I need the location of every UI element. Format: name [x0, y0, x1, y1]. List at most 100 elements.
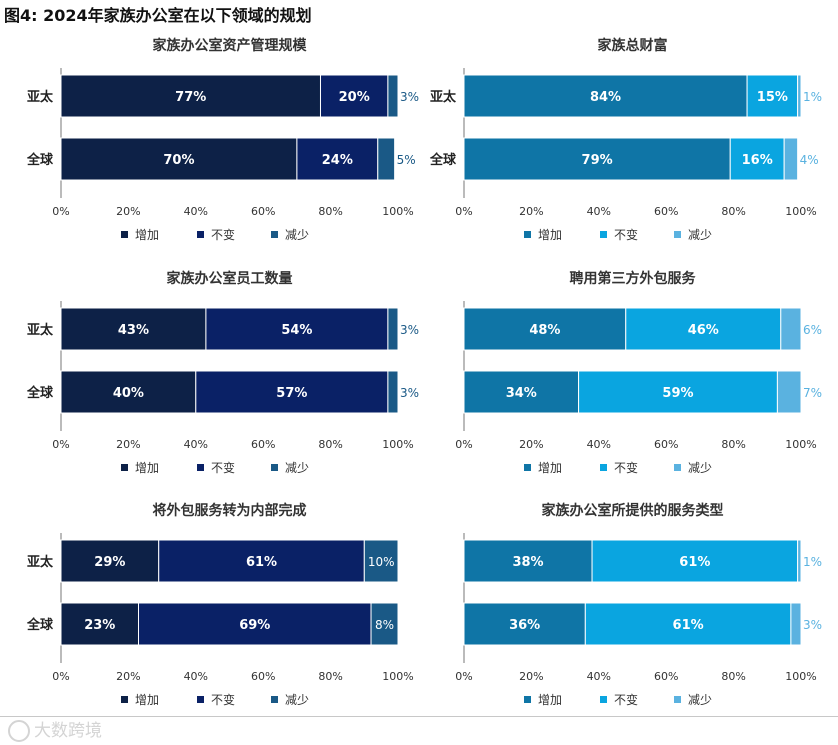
bar-segment: [463, 137, 731, 181]
bar-label: 61%: [673, 618, 704, 633]
legend-label: 不变: [614, 460, 638, 475]
legend-label: 不变: [211, 227, 235, 242]
legend-label: 增加: [135, 693, 159, 707]
bar-segment: [195, 370, 389, 414]
x-tick-label: 20%: [116, 205, 140, 218]
chart-title: 家族办公室所提供的服务类型: [542, 502, 724, 519]
x-tick-label: 80%: [318, 205, 342, 218]
bar-label: 61%: [679, 555, 710, 570]
legend-swatch: [121, 464, 128, 471]
x-tick-label: 80%: [721, 438, 745, 451]
legend-swatch: [121, 231, 128, 238]
bar-segment: [780, 307, 802, 351]
bar-segment: [205, 307, 389, 351]
legend-swatch: [524, 231, 531, 238]
legend-label: 不变: [614, 692, 638, 707]
bar-label: 3%: [400, 323, 419, 337]
x-tick-label: 20%: [116, 438, 140, 451]
bar-segment: [463, 307, 627, 351]
bar-segment: [319, 74, 389, 118]
bar-label: 48%: [529, 323, 560, 338]
legend-label: 减少: [688, 461, 712, 475]
bar-label: 69%: [239, 618, 270, 633]
x-tick-label: 20%: [519, 670, 543, 683]
bar-label: 24%: [322, 153, 353, 168]
bar-label: 15%: [757, 90, 788, 105]
bar-label: 43%: [118, 323, 149, 338]
bar-segment: [296, 137, 379, 181]
x-tick-label: 60%: [251, 205, 275, 218]
footer-divider: [0, 716, 838, 717]
bar-label: 77%: [175, 90, 206, 105]
legend-label: 减少: [688, 228, 712, 242]
legend-swatch: [674, 464, 681, 471]
x-tick-label: 0%: [455, 670, 472, 683]
bar-label: 16%: [742, 153, 773, 168]
x-tick-label: 0%: [52, 438, 69, 451]
bar-label: 6%: [803, 323, 822, 337]
legend-label: 增加: [538, 693, 562, 707]
x-tick-label: 20%: [116, 670, 140, 683]
bar-label: 46%: [688, 323, 719, 338]
x-tick-label: 80%: [721, 670, 745, 683]
x-tick-label: 100%: [785, 205, 816, 218]
chart-title: 家族办公室员工数量: [167, 270, 293, 287]
category-label: 亚太: [27, 554, 54, 570]
x-tick-label: 40%: [587, 205, 611, 218]
x-tick-label: 80%: [318, 438, 342, 451]
bar-segment: [377, 137, 396, 181]
x-tick-label: 20%: [519, 438, 543, 451]
category-label: 全球: [26, 152, 54, 168]
bar-label: 84%: [590, 90, 621, 105]
bar-label: 5%: [397, 153, 416, 167]
legend-label: 不变: [211, 692, 235, 707]
category-label: 全球: [429, 152, 457, 168]
bar-segment: [783, 137, 799, 181]
legend-swatch: [197, 696, 204, 703]
bar-segment: [387, 74, 399, 118]
legend-label: 减少: [285, 693, 309, 707]
legend-label: 减少: [285, 461, 309, 475]
legend-swatch: [600, 696, 607, 703]
bar-label: 29%: [94, 555, 125, 570]
bar-label: 1%: [803, 90, 822, 104]
chart-title: 聘用第三方外包服务: [570, 270, 697, 287]
bar-label: 3%: [803, 618, 822, 632]
bar-segment: [60, 137, 298, 181]
bar-segment: [158, 539, 365, 583]
bar-label: 79%: [582, 153, 613, 168]
bar-segment: [60, 539, 160, 583]
watermark: 大数跨境: [8, 716, 102, 742]
bar-segment: [60, 307, 207, 351]
legend-swatch: [271, 464, 278, 471]
bar-segment: [138, 602, 372, 646]
category-label: 亚太: [430, 89, 457, 105]
category-label: 全球: [26, 617, 54, 633]
chart-title: 将外包服务转为内部完成: [153, 502, 307, 519]
legend-label: 增加: [135, 228, 159, 242]
page-title: 图4: 2024年家族办公室在以下领域的规划: [4, 6, 312, 25]
bar-label: 34%: [506, 386, 537, 401]
legend-swatch: [271, 231, 278, 238]
bar-segment: [578, 370, 778, 414]
legend-swatch: [197, 464, 204, 471]
bar-label: 7%: [803, 386, 822, 400]
bar-label: 70%: [163, 153, 194, 168]
x-tick-label: 60%: [251, 670, 275, 683]
bar-label: 38%: [512, 555, 543, 570]
bar-label: 3%: [400, 386, 419, 400]
bar-segment: [387, 370, 399, 414]
chart-panel-6: 家族办公室所提供的服务类型 38% 61% 1% 36% 61% 3% 0% 20% 40% 60%…: [455, 502, 822, 707]
bar-segment: [463, 602, 586, 646]
category-label: 亚太: [27, 89, 54, 105]
bar-segment: [370, 602, 399, 646]
bar-label: 61%: [246, 555, 277, 570]
bar-label: 3%: [400, 90, 419, 104]
x-tick-label: 20%: [519, 205, 543, 218]
x-tick-label: 60%: [654, 670, 678, 683]
category-label: 全球: [26, 385, 54, 401]
